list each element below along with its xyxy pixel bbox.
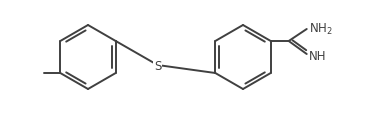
Text: S: S [154,59,161,72]
Text: NH: NH [309,49,326,62]
Text: NH$_2$: NH$_2$ [309,21,333,36]
